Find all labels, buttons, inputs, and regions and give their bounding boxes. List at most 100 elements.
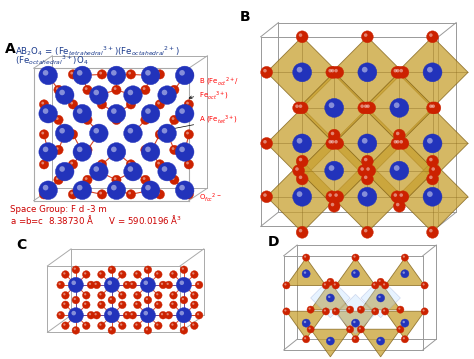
Circle shape [171, 303, 173, 305]
Circle shape [170, 322, 177, 330]
Circle shape [376, 337, 385, 345]
Circle shape [297, 138, 302, 144]
Circle shape [302, 254, 310, 261]
Circle shape [56, 87, 59, 90]
Circle shape [54, 115, 63, 125]
Circle shape [354, 256, 356, 258]
Polygon shape [397, 108, 468, 179]
Circle shape [85, 87, 88, 90]
Circle shape [90, 162, 108, 181]
Circle shape [334, 69, 338, 73]
Circle shape [68, 308, 83, 323]
Circle shape [364, 104, 367, 108]
Circle shape [192, 293, 194, 295]
Circle shape [401, 319, 409, 327]
Circle shape [82, 301, 90, 309]
Circle shape [332, 308, 339, 315]
Circle shape [307, 326, 314, 333]
Circle shape [373, 309, 375, 312]
Circle shape [112, 85, 121, 94]
Circle shape [118, 271, 126, 278]
Circle shape [155, 70, 164, 79]
Circle shape [97, 160, 107, 169]
Circle shape [93, 281, 100, 289]
Circle shape [362, 67, 367, 73]
Circle shape [54, 85, 63, 94]
Circle shape [172, 87, 174, 90]
Circle shape [73, 328, 76, 331]
Circle shape [57, 312, 64, 319]
Circle shape [145, 146, 151, 152]
Circle shape [378, 339, 381, 341]
Circle shape [141, 145, 150, 154]
Circle shape [39, 160, 49, 169]
Circle shape [120, 272, 122, 275]
Polygon shape [310, 282, 350, 310]
Circle shape [72, 296, 80, 304]
Circle shape [180, 327, 188, 334]
Circle shape [120, 303, 122, 305]
Polygon shape [361, 282, 401, 310]
Circle shape [155, 322, 162, 330]
Circle shape [107, 104, 126, 123]
Circle shape [134, 322, 141, 330]
Circle shape [429, 158, 433, 161]
Circle shape [423, 134, 442, 153]
Circle shape [39, 143, 57, 161]
Circle shape [358, 134, 377, 153]
Circle shape [328, 102, 334, 108]
Circle shape [427, 191, 433, 197]
Circle shape [172, 177, 174, 180]
Circle shape [309, 327, 310, 330]
Circle shape [328, 200, 340, 212]
Circle shape [85, 147, 88, 150]
Circle shape [379, 280, 381, 282]
Circle shape [98, 322, 105, 330]
Circle shape [72, 327, 80, 334]
Circle shape [97, 70, 107, 79]
Circle shape [299, 33, 302, 37]
Circle shape [328, 193, 332, 197]
Circle shape [155, 292, 162, 299]
Circle shape [59, 128, 65, 134]
Circle shape [83, 145, 92, 154]
Circle shape [112, 175, 121, 185]
Circle shape [179, 185, 185, 190]
Circle shape [130, 313, 133, 315]
Circle shape [73, 143, 91, 161]
Circle shape [68, 100, 78, 109]
Circle shape [135, 293, 137, 295]
Circle shape [135, 272, 137, 275]
Circle shape [297, 67, 302, 73]
Circle shape [99, 72, 102, 74]
Circle shape [146, 328, 148, 331]
Circle shape [326, 191, 337, 203]
Circle shape [90, 124, 108, 143]
Circle shape [141, 66, 160, 85]
Circle shape [382, 308, 389, 315]
Circle shape [362, 138, 367, 144]
Circle shape [128, 72, 131, 74]
Circle shape [192, 323, 194, 326]
Circle shape [397, 326, 404, 333]
Circle shape [97, 130, 107, 139]
Circle shape [56, 177, 59, 180]
Circle shape [118, 301, 126, 309]
Circle shape [401, 254, 409, 261]
Circle shape [170, 85, 179, 94]
Circle shape [261, 66, 273, 78]
Circle shape [104, 277, 119, 293]
Circle shape [422, 283, 425, 285]
Circle shape [351, 270, 360, 278]
Circle shape [68, 70, 78, 79]
Circle shape [401, 336, 409, 343]
Circle shape [261, 191, 273, 203]
Circle shape [186, 192, 189, 195]
Circle shape [361, 227, 374, 238]
Circle shape [97, 100, 107, 109]
Circle shape [427, 227, 438, 238]
Circle shape [73, 104, 91, 123]
Polygon shape [336, 258, 375, 286]
Circle shape [99, 162, 102, 164]
Circle shape [72, 280, 76, 285]
